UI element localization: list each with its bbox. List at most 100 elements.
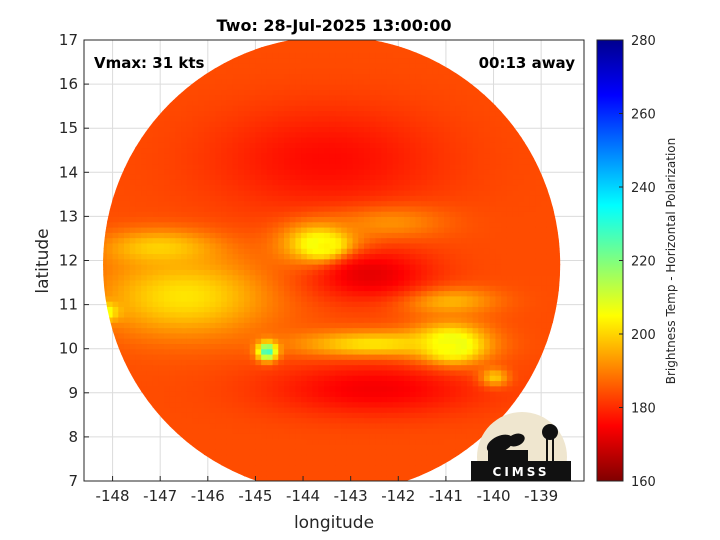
swath-cell xyxy=(169,258,177,265)
swath-cell xyxy=(146,126,154,133)
swath-cell xyxy=(232,264,239,270)
swath-cell xyxy=(192,301,199,307)
swath-cell xyxy=(306,68,314,75)
swath-cell xyxy=(409,168,417,175)
swath-cell xyxy=(272,475,279,481)
swath-cell xyxy=(198,110,205,117)
swath-cell xyxy=(118,332,125,339)
swath-cell xyxy=(341,158,348,165)
swath-cell xyxy=(375,475,382,481)
swath-cell xyxy=(164,110,171,117)
swath-cell xyxy=(141,290,148,297)
swath-cell xyxy=(415,364,422,371)
swath-cell xyxy=(329,89,337,96)
swath-cell xyxy=(232,78,239,85)
swath-cell xyxy=(386,73,394,80)
swath-cell xyxy=(329,184,337,191)
swath-cell xyxy=(249,195,257,202)
swath-cell xyxy=(226,84,234,90)
swath-cell xyxy=(415,391,422,397)
swath-cell xyxy=(215,406,222,413)
swath-cell xyxy=(352,369,359,376)
swath-cell xyxy=(375,465,382,472)
swath-cell xyxy=(409,391,417,397)
swath-cell xyxy=(278,200,285,207)
swath-cell xyxy=(249,52,257,59)
swath-cell xyxy=(352,375,359,382)
swath-cell xyxy=(364,301,371,307)
swath-cell xyxy=(295,385,302,392)
swath-cell xyxy=(209,443,217,450)
swath-cell xyxy=(341,189,348,196)
swath-cell xyxy=(158,353,165,360)
swath-cell xyxy=(329,78,337,85)
swath-cell xyxy=(186,232,194,239)
swath-cell xyxy=(392,205,399,212)
swath-cell xyxy=(284,205,291,212)
swath-cell xyxy=(318,359,325,366)
swath-cell xyxy=(324,338,331,345)
swath-cell xyxy=(398,311,405,318)
swath-cell xyxy=(324,306,331,313)
swath-cell xyxy=(124,242,131,249)
swath-cell xyxy=(255,454,262,461)
swath-cell xyxy=(295,338,302,345)
swath-cell xyxy=(158,195,165,202)
swath-cell xyxy=(226,438,234,445)
swath-cell xyxy=(141,142,148,149)
swath-cell xyxy=(375,406,382,413)
swath-cell xyxy=(266,285,274,292)
swath-cell xyxy=(386,248,394,255)
swath-cell xyxy=(198,226,205,233)
swath-cell xyxy=(146,348,154,355)
swath-cell xyxy=(249,285,257,292)
swath-cell xyxy=(278,205,285,212)
swath-cell xyxy=(204,338,211,345)
swath-cell xyxy=(266,115,274,122)
swath-cell xyxy=(232,84,239,90)
swath-cell xyxy=(266,142,274,149)
swath-cell xyxy=(232,89,239,96)
swath-cell xyxy=(404,359,411,366)
swath-cell xyxy=(164,189,171,196)
swath-cell xyxy=(352,332,359,339)
swath-cell xyxy=(272,391,279,397)
swath-cell xyxy=(209,158,217,165)
swath-cell xyxy=(329,422,337,429)
swath-cell xyxy=(272,422,279,429)
swath-cell xyxy=(261,115,268,122)
swath-cell xyxy=(181,406,188,413)
swath-cell xyxy=(124,306,131,313)
swath-cell xyxy=(152,253,159,260)
swath-cell xyxy=(398,232,405,239)
swath-cell xyxy=(375,147,382,154)
swath-cell xyxy=(415,422,422,429)
swath-cell xyxy=(392,216,399,223)
swath-cell xyxy=(198,364,205,371)
swath-cell xyxy=(341,163,348,170)
swath-cell xyxy=(226,158,234,165)
swath-cell xyxy=(209,84,217,90)
swath-cell xyxy=(284,200,291,207)
swath-cell xyxy=(352,205,359,212)
swath-cell xyxy=(415,84,422,90)
swath-cell xyxy=(232,279,239,286)
swath-cell xyxy=(375,195,382,202)
swath-cell xyxy=(364,174,371,180)
swath-cell xyxy=(375,115,382,122)
swath-cell xyxy=(358,226,365,233)
swath-cell xyxy=(255,343,262,350)
swath-cell xyxy=(301,168,308,175)
swath-cell xyxy=(415,242,422,249)
swath-cell xyxy=(375,179,382,186)
swath-cell xyxy=(249,327,257,334)
swath-cell xyxy=(181,338,188,345)
swath-cell xyxy=(244,369,251,376)
swath-cell xyxy=(175,343,182,350)
swath-cell xyxy=(381,375,388,382)
swath-cell xyxy=(404,327,411,334)
swath-cell xyxy=(249,306,257,313)
swath-cell xyxy=(318,332,325,339)
swath-cell xyxy=(318,269,325,276)
swath-cell xyxy=(335,348,342,355)
